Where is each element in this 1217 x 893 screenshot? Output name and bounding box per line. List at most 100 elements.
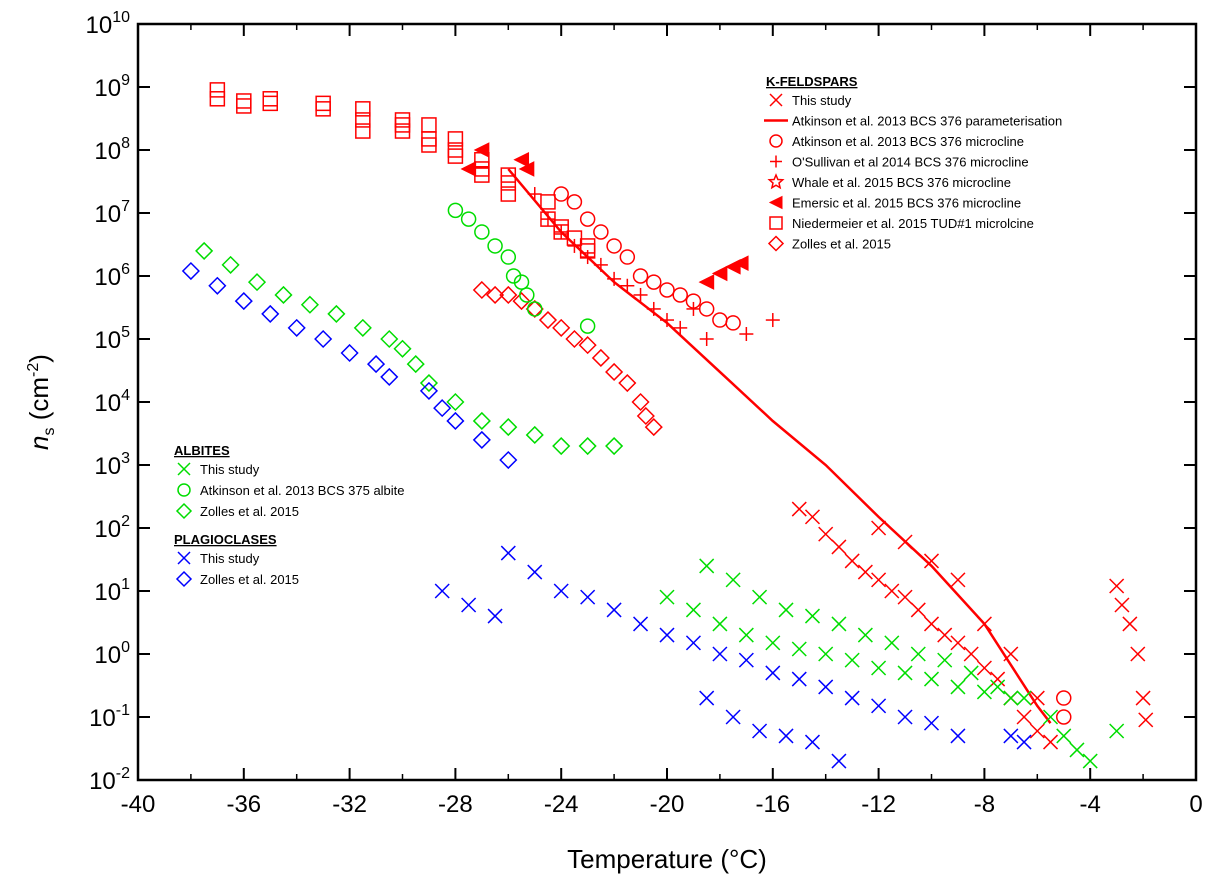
data-point bbox=[1130, 646, 1146, 662]
x-tick-label: -32 bbox=[332, 791, 367, 818]
series-albites-circle bbox=[447, 202, 596, 334]
data-point bbox=[1069, 742, 1085, 758]
data-point bbox=[1016, 709, 1032, 725]
legend-item: This study bbox=[769, 93, 852, 108]
legend-label: Zolles et al. 2015 bbox=[200, 504, 299, 519]
legend-item: Emersic et al. 2015 BCS 376 microcline bbox=[768, 195, 1021, 211]
x-tick-label: -20 bbox=[650, 791, 685, 818]
y-tick-exp: -1 bbox=[116, 702, 130, 719]
data-point bbox=[897, 534, 913, 550]
data-point bbox=[500, 545, 516, 561]
x-tick-label: -16 bbox=[755, 791, 790, 818]
data-point bbox=[619, 249, 636, 265]
plot-frame bbox=[136, 22, 1198, 782]
x-tick-label: -24 bbox=[544, 791, 579, 818]
x-tick-label: -4 bbox=[1080, 791, 1101, 818]
data-point bbox=[963, 665, 979, 681]
series-k-feldspars-plus bbox=[527, 187, 780, 346]
data-point bbox=[500, 175, 517, 191]
data-point bbox=[315, 101, 331, 117]
legend-label: Whale et al. 2015 BCS 376 microcline bbox=[792, 175, 1011, 190]
data-point bbox=[778, 602, 794, 618]
legend-plagioclases: PLAGIOCLASES This study Zolles et al. 2015 bbox=[174, 532, 299, 588]
y-tick-base: 10 bbox=[94, 264, 121, 291]
data-point bbox=[209, 91, 226, 107]
legend-heading: ALBITES bbox=[174, 443, 230, 458]
series-k-feldspars-line bbox=[507, 168, 1052, 724]
data-point bbox=[844, 690, 860, 706]
data-point bbox=[487, 608, 503, 624]
legend-swatch bbox=[769, 216, 783, 230]
data-point bbox=[923, 671, 940, 687]
data-point bbox=[646, 301, 661, 316]
legend-item: Whale et al. 2015 BCS 376 microcline bbox=[767, 173, 1011, 190]
data-point bbox=[247, 273, 267, 292]
data-point bbox=[394, 123, 411, 139]
x-tick-label: -8 bbox=[974, 791, 995, 818]
data-point bbox=[632, 268, 649, 284]
data-point bbox=[538, 310, 558, 330]
data-point bbox=[195, 241, 214, 260]
data-point bbox=[804, 509, 821, 525]
data-point bbox=[274, 285, 293, 305]
data-point bbox=[1122, 616, 1138, 632]
data-point bbox=[659, 627, 675, 643]
data-point bbox=[505, 268, 522, 284]
legend-item: Zolles et al. 2015 bbox=[175, 570, 299, 588]
data-point bbox=[499, 450, 518, 470]
series-albites-x bbox=[659, 558, 1125, 769]
data-point bbox=[738, 652, 754, 668]
data-point bbox=[580, 589, 596, 605]
data-point bbox=[473, 142, 490, 158]
data-point bbox=[791, 641, 807, 657]
y-tick-label: 10-1 bbox=[89, 702, 130, 732]
data-point bbox=[606, 602, 622, 618]
data-point bbox=[1082, 753, 1098, 769]
data-point bbox=[566, 194, 583, 210]
data-point bbox=[765, 635, 781, 651]
data-point bbox=[752, 589, 768, 605]
data-point bbox=[355, 101, 371, 117]
data-point bbox=[732, 255, 749, 271]
data-point bbox=[1109, 723, 1125, 739]
legend-label: Emersic et al. 2015 BCS 376 microcline bbox=[792, 196, 1021, 211]
data-point bbox=[1042, 709, 1059, 725]
data-point bbox=[499, 285, 518, 305]
data-point bbox=[565, 329, 584, 349]
legend-item: Zolles et al. 2015 bbox=[175, 502, 299, 520]
data-point bbox=[287, 318, 306, 337]
data-point bbox=[950, 572, 966, 588]
data-point bbox=[791, 501, 807, 517]
data-point bbox=[261, 304, 280, 323]
series-k-feldspars-diamond bbox=[472, 280, 663, 437]
data-point bbox=[393, 339, 412, 358]
data-point bbox=[461, 597, 477, 613]
legend-swatch bbox=[768, 195, 783, 210]
y-tick-exp: 3 bbox=[121, 450, 130, 467]
y-axis-title-main: n bbox=[24, 435, 54, 449]
data-point bbox=[1056, 728, 1072, 744]
data-point bbox=[1003, 690, 1019, 706]
data-point bbox=[831, 753, 847, 769]
data-point bbox=[540, 194, 556, 210]
x-tick-labels: -40 -36 -32 -28 -24 -20 -16 -12 -8 -4 0 bbox=[121, 791, 1203, 818]
data-point bbox=[208, 276, 227, 295]
data-point bbox=[1016, 734, 1032, 750]
data-point bbox=[923, 616, 940, 632]
data-point bbox=[725, 315, 741, 331]
data-point bbox=[857, 564, 873, 580]
data-point bbox=[1135, 690, 1151, 706]
y-tick-label: 105 bbox=[94, 324, 130, 354]
data-point bbox=[884, 635, 900, 651]
y-tick-label: 108 bbox=[94, 135, 130, 165]
legend-item: Zolles et al. 2015 bbox=[767, 235, 891, 252]
data-point bbox=[579, 318, 596, 334]
data-point bbox=[353, 318, 372, 337]
data-point bbox=[672, 287, 688, 303]
data-point bbox=[447, 202, 464, 219]
y-tick-label: 103 bbox=[94, 450, 130, 480]
y-tick-exp: 10 bbox=[112, 9, 130, 26]
y-tick-base: 10 bbox=[94, 138, 121, 165]
data-point bbox=[419, 381, 439, 400]
y-axis-title-sub: s bbox=[41, 427, 58, 435]
